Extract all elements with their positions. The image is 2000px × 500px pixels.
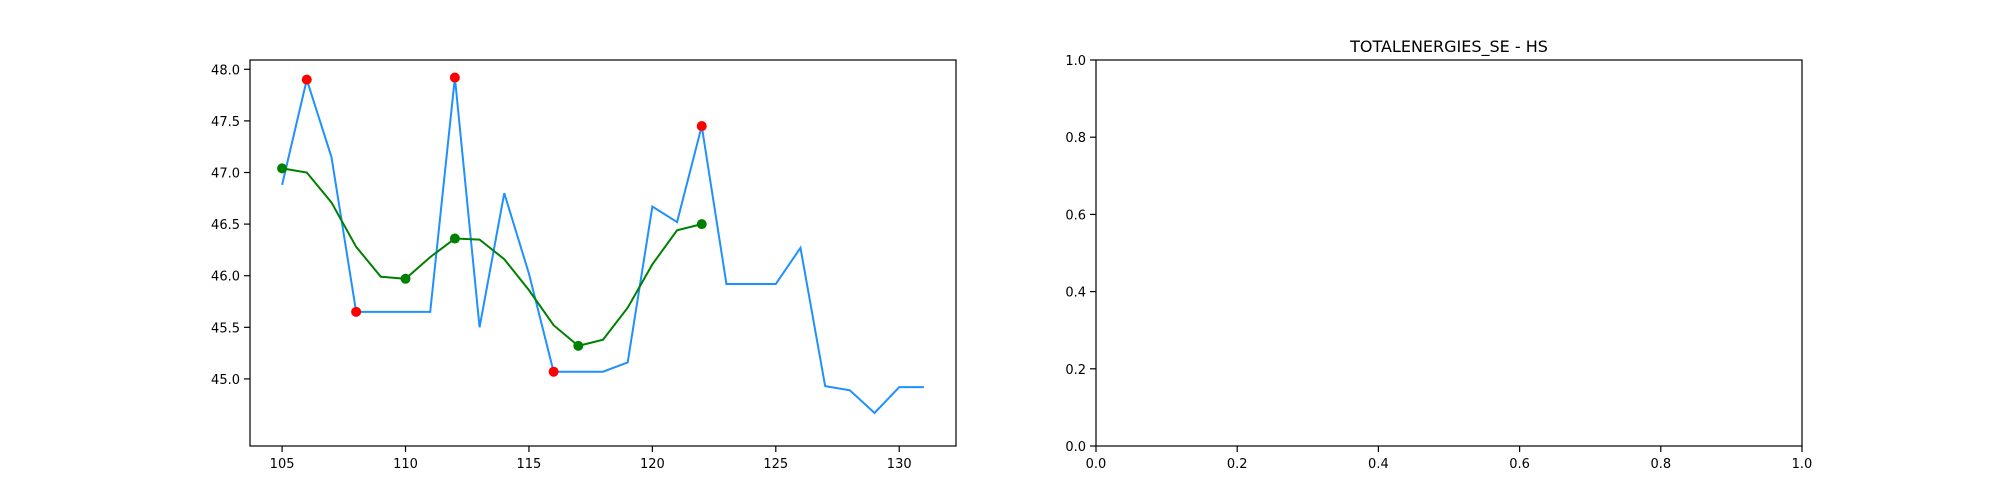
axes-frame [249,59,957,447]
x-tick-label: 105 [270,457,295,472]
scatter-point-2-1 [277,163,288,174]
y-tick-label: 0.8 [1065,131,1086,146]
x-tick-label: 0.6 [1509,457,1530,472]
y-tick-label: 1.0 [1065,54,1086,69]
chart-panel-1: 105 110 115 120 125 130 45.0 45.5 46.0 46.5 47.0 47… [211,59,957,472]
x-tick-label: 0.4 [1368,457,1389,472]
scatter-point-1-5 [696,121,707,132]
x-tick-label: 130 [887,457,912,472]
scatter-point-2-2 [400,273,411,284]
y-tick-label: 0.4 [1065,286,1086,301]
y-tick-label: 0.2 [1065,363,1086,378]
y-tick-label: 47.5 [211,115,240,130]
y-tick-label: 0.0 [1065,440,1086,455]
y-tick-label: 46.0 [211,270,240,285]
y-tick-label: 46.5 [211,218,240,233]
x-tick-label: 0.0 [1086,457,1107,472]
y-tick-label: 48.0 [211,63,240,78]
x-tick-label: 120 [640,457,665,472]
y-tick-label: 0.6 [1065,208,1086,223]
x-tick-label: 0.8 [1650,457,1671,472]
chart-panel-2: 0.0 0.2 0.4 0.6 0.8 1.0 0.0 0.2 0.4 0.6 0.8 1.0 TOTA… [1065,37,1812,472]
series-line-1 [281,75,924,415]
x-tick-label: 1.0 [1792,457,1813,472]
x-tick-label: 115 [517,457,542,472]
scatter-point-1-2 [351,306,362,317]
scatter-point-2-5 [696,219,707,230]
y-tick-label: 47.0 [211,166,240,181]
scatter-point-1-4 [548,366,559,377]
axes-frame [1095,59,1803,447]
y-tick-label: 45.5 [211,321,240,336]
chart-title: TOTALENERGIES_SE - HS [1349,37,1548,57]
y-tick-label: 45.0 [211,373,240,388]
x-tick-label: 125 [763,457,788,472]
scatter-point-1-1 [301,74,312,85]
scatter-point-1-3 [449,72,460,83]
x-tick-label: 0.2 [1227,457,1248,472]
series-line-2 [281,167,702,347]
scatter-point-2-4 [573,340,584,351]
x-tick-label: 110 [393,457,418,472]
scatter-point-2-3 [449,233,460,244]
